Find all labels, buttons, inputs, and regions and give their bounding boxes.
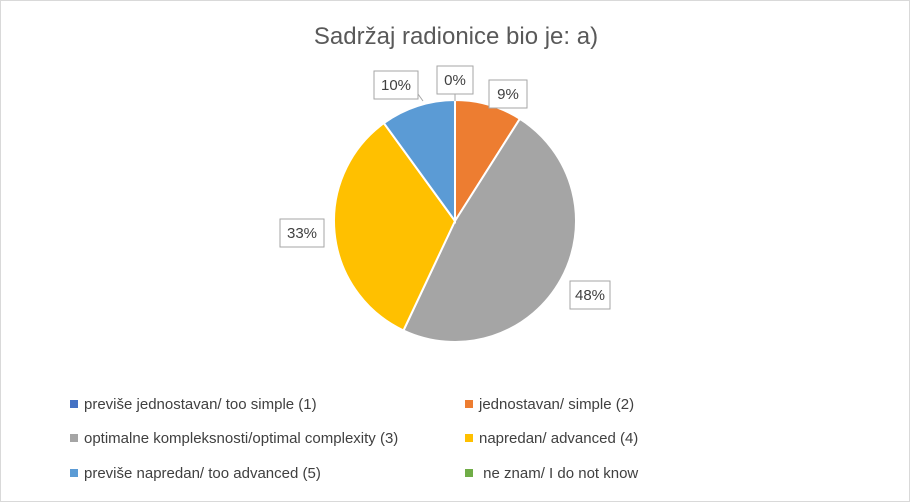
- data-label-box: [373, 70, 419, 100]
- legend-label: optimalne kompleksnosti/optimal complexi…: [84, 430, 399, 447]
- legend-item: napredan/ advanced (4): [465, 430, 638, 447]
- data-label-box: [488, 79, 528, 109]
- data-label: 33%: [287, 225, 317, 242]
- pie-slices: [333, 98, 577, 343]
- legend-item: previše jednostavan/ too simple (1): [70, 396, 317, 413]
- data-labels: 0% 9% 48% 33% 10%: [279, 65, 611, 310]
- pie-slice: [402, 117, 577, 343]
- legend-label: previše jednostavan/ too simple (1): [84, 396, 317, 413]
- data-label: 10%: [381, 77, 411, 94]
- chart-title: Sadržaj radionice bio je: a): [313, 23, 599, 50]
- data-label-box: [569, 280, 611, 310]
- pie-slice: [382, 98, 456, 225]
- legend-swatch: [70, 434, 78, 442]
- legend-label: previše napredan/ too advanced (5): [84, 465, 321, 482]
- data-label: 9%: [497, 86, 519, 103]
- legend-swatch: [70, 469, 78, 477]
- data-label-box: [436, 65, 474, 95]
- legend-label: ne znam/ I do not know: [479, 465, 639, 482]
- legend-swatch: [465, 434, 473, 442]
- pie-slice: [333, 121, 457, 332]
- legend-swatch: [465, 469, 473, 477]
- legend-label: napredan/ advanced (4): [479, 430, 639, 447]
- legend-item: jednostavan/ simple (2): [465, 396, 634, 413]
- data-label-box: [279, 218, 325, 248]
- legend-item: previše napredan/ too advanced (5): [70, 465, 321, 482]
- legend-swatch: [70, 400, 78, 408]
- legend-item: optimalne kompleksnosti/optimal complexi…: [70, 430, 398, 447]
- legend-label: jednostavan/ simple (2): [479, 396, 635, 413]
- leader-line: [417, 93, 424, 102]
- data-label: 48%: [575, 287, 605, 304]
- legend-item: ne znam/ I do not know: [465, 465, 638, 482]
- data-label: 0%: [444, 72, 466, 89]
- legend-swatch: [465, 400, 473, 408]
